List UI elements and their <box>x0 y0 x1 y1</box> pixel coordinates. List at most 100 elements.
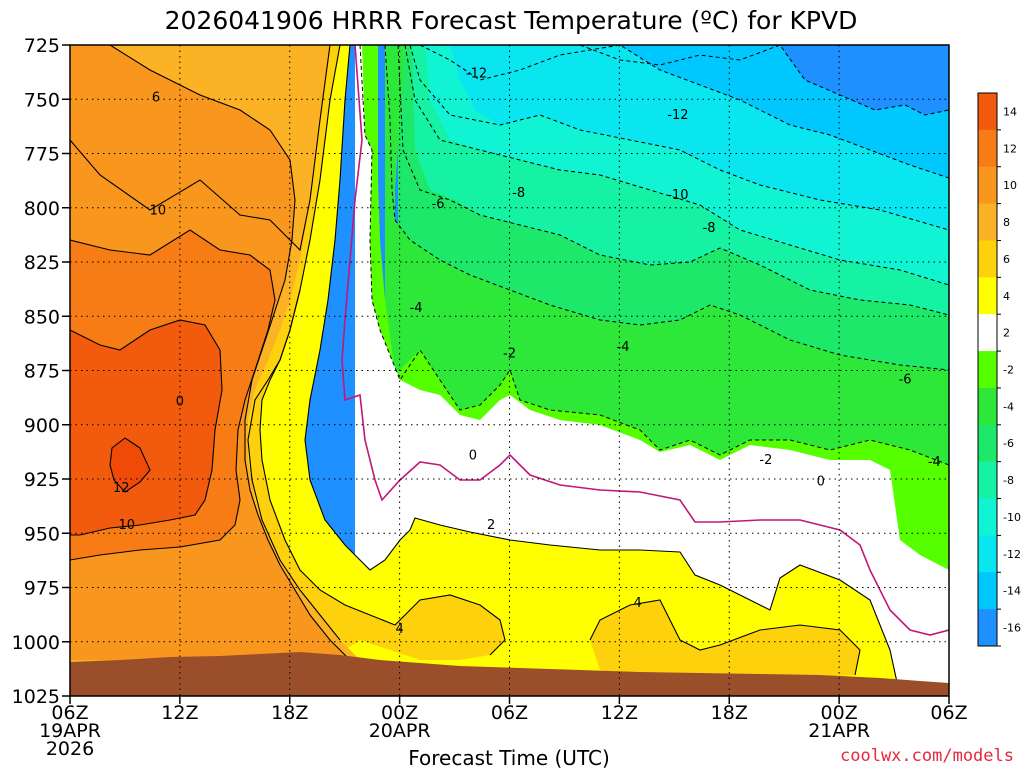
colorbar-tick-label: -10 <box>1003 511 1021 524</box>
y-tick-label: 850 <box>24 306 60 328</box>
contour-label: -4 <box>617 340 630 355</box>
x-tick-label: 00Z <box>821 702 858 724</box>
contour-label: -2 <box>503 347 516 362</box>
colorbar-tick-label: 12 <box>1003 142 1017 155</box>
contour-label: -8 <box>703 221 716 236</box>
contour-label: -8 <box>512 186 525 201</box>
contour-minus14c <box>579 45 949 116</box>
contour-minus8c <box>404 45 949 286</box>
contour-label: 10 <box>150 203 167 218</box>
contour-minus6c <box>397 45 949 316</box>
colorbar-frame <box>977 92 998 647</box>
credit-text[interactable]: coolwx.com/models <box>840 746 1014 766</box>
colorbar-tick-label: 14 <box>1003 105 1017 118</box>
contour-label: -12 <box>466 67 487 82</box>
contour-label: -6 <box>432 197 445 212</box>
contour-label: 0 <box>817 475 825 490</box>
contour-minus4c <box>384 45 949 371</box>
colorbar-bin <box>978 93 997 131</box>
colorbar-tick-label: -16 <box>1003 622 1021 635</box>
x-tick-year-label: 2026 <box>46 738 94 760</box>
y-tick-label: 750 <box>24 89 60 111</box>
freezing-line <box>341 45 949 636</box>
contour-labels: 6 10 0 12 10 -12 -12 -8 -6 -10 -8 -4 -2 -4 -6 0 -2 -4 0 2 4 4 <box>113 67 941 638</box>
colorbar-tick-label: -12 <box>1003 548 1021 561</box>
contour-8c <box>109 45 351 661</box>
grid-lines <box>70 45 949 696</box>
x-tick-date-label: 21APR <box>808 720 870 742</box>
x-tick-label: 12Z <box>601 702 638 724</box>
colorbar-bin <box>978 240 997 278</box>
contour-label: 2 <box>487 518 495 533</box>
contour-label: 12 <box>113 481 130 496</box>
fill-band-plus12 <box>70 320 222 535</box>
x-tick-date-label: 19APR <box>39 720 101 742</box>
x-tick-label: 18Z <box>271 702 308 724</box>
contour-14c <box>109 437 151 493</box>
contour-minus10c <box>409 45 949 231</box>
y-axis: 725 750 775 800 825 850 875 900 925 950 975 1000 102… <box>12 35 70 708</box>
y-tick-label: 1025 <box>12 686 60 708</box>
contour-0c <box>341 45 949 636</box>
contour-label: 0 <box>469 449 477 464</box>
x-tick-label: 06Z <box>930 702 967 724</box>
negative-contours <box>359 45 949 466</box>
colorbar-bin <box>978 351 997 389</box>
fill-band-zero <box>355 45 949 696</box>
y-tick-label: 950 <box>24 523 60 545</box>
contour-4c <box>259 45 506 656</box>
colorbar-tick-label: 4 <box>1003 290 1010 303</box>
x-tick-label: 18Z <box>711 702 748 724</box>
contour-4c-lower <box>589 599 861 676</box>
colorbar-tick-label: -2 <box>1003 364 1014 377</box>
colorbar-bin <box>978 277 997 315</box>
colorbar-tick-label: 2 <box>1003 327 1010 340</box>
x-tick-label: 06Z <box>491 702 528 724</box>
y-tick-label: 800 <box>24 198 60 220</box>
colorbar-tick-label: -6 <box>1003 437 1014 450</box>
colorbar-bin <box>978 572 997 610</box>
colorbar-bin <box>978 498 997 536</box>
colorbar-tick-label: -4 <box>1003 400 1014 413</box>
contour-label: 10 <box>118 518 135 533</box>
contour-12c <box>70 319 223 536</box>
y-tick-label: 1000 <box>12 632 60 654</box>
x-axis-title: Forecast Time (UTC) <box>408 746 610 768</box>
colorbar-bin <box>978 424 997 463</box>
y-tick-label: 900 <box>24 415 60 437</box>
colorbar-tick-label: -8 <box>1003 474 1014 487</box>
colorbar-tick-label: 8 <box>1003 216 1010 229</box>
contour-6c <box>70 45 331 252</box>
colorbar-bin <box>978 387 997 426</box>
contour-label: 4 <box>395 622 403 637</box>
contour-lines <box>70 45 901 696</box>
y-tick-label: 975 <box>24 578 60 600</box>
x-tick-date-label: 20APR <box>369 720 431 742</box>
contour-minus2c <box>359 45 949 466</box>
contour-minus12c <box>419 45 949 179</box>
colorbar-tick-label: 6 <box>1003 253 1010 266</box>
contour-label: -2 <box>759 453 772 468</box>
colorbar: 14 12 10 8 6 4 2 -2 -4 -6 -8 -10 -12 -14 -16 <box>977 92 1021 647</box>
contour-label: -6 <box>899 373 912 388</box>
contour-label: 4 <box>634 596 642 611</box>
colorbar-bin <box>978 129 997 168</box>
contour-label: -12 <box>667 108 688 123</box>
contour-label: 6 <box>152 91 160 106</box>
chart-title: 2026041906 HRRR Forecast Temperature (ºC… <box>165 6 858 35</box>
colorbar-bin <box>978 166 997 205</box>
contour-2c <box>304 45 901 696</box>
contour-label: -10 <box>667 188 688 203</box>
y-tick-label: 925 <box>24 469 60 491</box>
colorbar-bin <box>978 203 997 241</box>
y-tick-label: 725 <box>24 35 60 57</box>
x-tick-label: 12Z <box>161 702 198 724</box>
colorbar-tick-label: 10 <box>1003 179 1017 192</box>
contour-label: 0 <box>176 394 184 409</box>
colorbar-bin <box>978 609 997 647</box>
colorbar-bin <box>978 461 997 500</box>
x-tick-label: 00Z <box>381 702 418 724</box>
colorbar-bin <box>978 314 997 352</box>
colorbar-bin <box>978 535 997 573</box>
